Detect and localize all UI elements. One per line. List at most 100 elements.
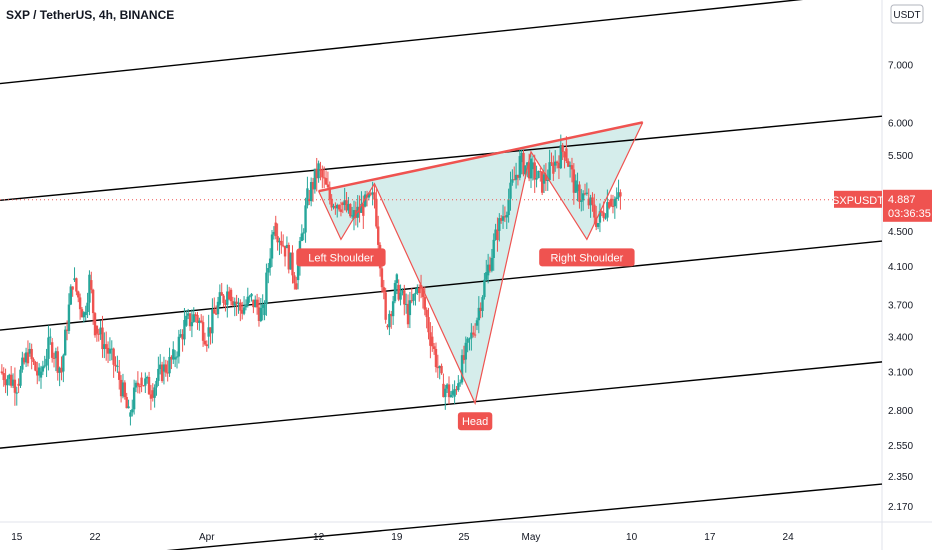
candle-body (578, 184, 581, 202)
annotation-bg (457, 412, 493, 431)
candle-body (526, 162, 529, 166)
candle-body (606, 202, 609, 218)
candle-body (166, 372, 169, 374)
candle-body (438, 365, 441, 369)
candle-body (192, 314, 195, 323)
candle-body (302, 232, 305, 234)
x-tick-label: 22 (89, 532, 101, 543)
candle-body (203, 340, 207, 345)
candle-body (507, 199, 510, 216)
candle-body (388, 313, 391, 328)
candle-body (574, 180, 577, 193)
candle-body (224, 302, 227, 305)
candle-body (39, 371, 43, 378)
candle-body (129, 412, 132, 417)
candle-body (509, 182, 512, 199)
candle-body (104, 344, 108, 349)
candle-body (550, 162, 553, 164)
candle-body (84, 312, 87, 316)
candle-body (561, 144, 564, 153)
countdown-tag: 03:36:35 (888, 208, 931, 220)
candle-body (505, 215, 508, 218)
candle-body (78, 297, 82, 310)
candle-body (406, 303, 410, 325)
candle-body (287, 244, 290, 270)
candle-body (350, 215, 354, 217)
candle-body (86, 302, 89, 313)
candle-body (542, 174, 546, 184)
candle-body (30, 348, 33, 360)
candle-body (218, 292, 222, 305)
candle-body (123, 382, 127, 398)
candle-body (259, 307, 263, 321)
candle-body (503, 216, 507, 218)
candle-body (470, 332, 473, 339)
candle-body (520, 152, 523, 163)
candle-body (391, 301, 395, 317)
candle-body (513, 179, 516, 181)
annotation-label: Head (462, 416, 488, 428)
candle-body (26, 352, 30, 364)
candle-body (227, 291, 231, 300)
candle-body (418, 288, 421, 294)
candle-body (293, 275, 296, 284)
candle-body (36, 370, 39, 376)
candle-body (449, 394, 453, 398)
candle-body (177, 336, 181, 357)
candle-body (88, 274, 91, 303)
candle-body (371, 192, 374, 195)
candle-body (587, 198, 590, 206)
candle-body (362, 203, 365, 216)
candle-body (52, 357, 56, 359)
candle-body (261, 304, 264, 308)
candle-body (580, 200, 583, 202)
candle-body (568, 165, 572, 167)
candle-body (136, 382, 140, 386)
candle-body (173, 357, 177, 360)
candle-body (308, 198, 311, 202)
candle-body (404, 303, 408, 305)
channel-line-0 (0, 0, 804, 85)
candle-body (268, 258, 272, 268)
candle-body (488, 264, 492, 271)
candle-body (499, 218, 503, 221)
y-tick-label: 6.000 (888, 118, 913, 129)
candle-body (583, 193, 587, 195)
candle-body (145, 377, 149, 379)
candle-body (490, 257, 494, 271)
annotation-bg (296, 248, 386, 267)
candle-body (399, 292, 402, 300)
candle-body (114, 364, 117, 367)
candle-body (270, 234, 274, 259)
candle-body (60, 367, 63, 373)
candle-body (194, 314, 197, 316)
candle-body (393, 283, 397, 302)
candle-body (317, 163, 320, 179)
candle-body (49, 336, 52, 338)
candle-body (386, 325, 389, 328)
candle-body (214, 313, 218, 315)
candle-body (434, 348, 438, 368)
candle-body (4, 380, 7, 386)
candle-body (397, 284, 400, 300)
candle-body (140, 377, 143, 386)
candle-body (367, 193, 371, 198)
y-tick-label: 4.500 (888, 227, 913, 238)
candle-body (134, 382, 138, 388)
candle-body (216, 301, 220, 315)
candle-body (179, 334, 182, 337)
candle-body (226, 291, 229, 305)
candle-body (34, 362, 37, 371)
candle-body (546, 180, 549, 182)
candle-body (160, 364, 164, 381)
candle-body (125, 397, 128, 409)
candle-body (37, 367, 41, 376)
pattern-outline (318, 122, 644, 406)
candle-body (75, 278, 78, 292)
candle-body (337, 205, 341, 210)
candle-body (453, 389, 456, 397)
candle-body (451, 390, 454, 395)
candle-body (71, 286, 74, 290)
candle-body (56, 351, 59, 373)
